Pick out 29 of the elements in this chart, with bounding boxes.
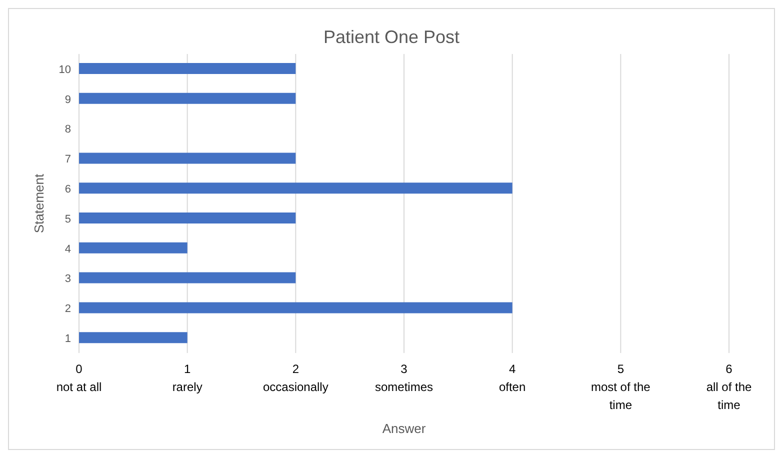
x-tick-label: 4 often xyxy=(498,362,526,394)
x-tick-label: 0 not at all xyxy=(56,362,102,394)
x-tick-label: 3 sometimes xyxy=(374,362,434,394)
bar xyxy=(79,63,296,74)
bar xyxy=(79,92,296,104)
chart-title: Patient One Post xyxy=(322,27,461,48)
y-tick-label: 4 xyxy=(64,243,71,256)
y-tick-label: 5 xyxy=(64,213,71,226)
bar xyxy=(79,242,188,254)
x-tick-label: 5 most of the time xyxy=(590,362,651,412)
x-tick-label: 1 rarely xyxy=(172,362,202,394)
bar xyxy=(79,332,188,344)
y-axis-title: Statement xyxy=(32,173,47,234)
y-tick-label: 8 xyxy=(64,124,71,136)
x-tick-label: 2 occasionally xyxy=(262,362,328,394)
x-tick-label: 6 all of the time xyxy=(706,362,752,412)
bar xyxy=(79,302,512,314)
x-axis-title: Answer xyxy=(382,421,426,436)
bar xyxy=(79,212,296,224)
y-tick-label: 6 xyxy=(64,183,71,196)
bar xyxy=(79,152,296,164)
bar xyxy=(79,272,296,284)
y-tick-label: 3 xyxy=(64,273,71,286)
y-tick-label: 2 xyxy=(64,303,71,316)
y-tick-label: 1 xyxy=(64,332,71,345)
y-tick-label: 9 xyxy=(64,94,71,106)
bar xyxy=(79,182,512,194)
y-tick-label: 7 xyxy=(64,154,71,166)
y-tick-label: 10 xyxy=(58,64,71,76)
